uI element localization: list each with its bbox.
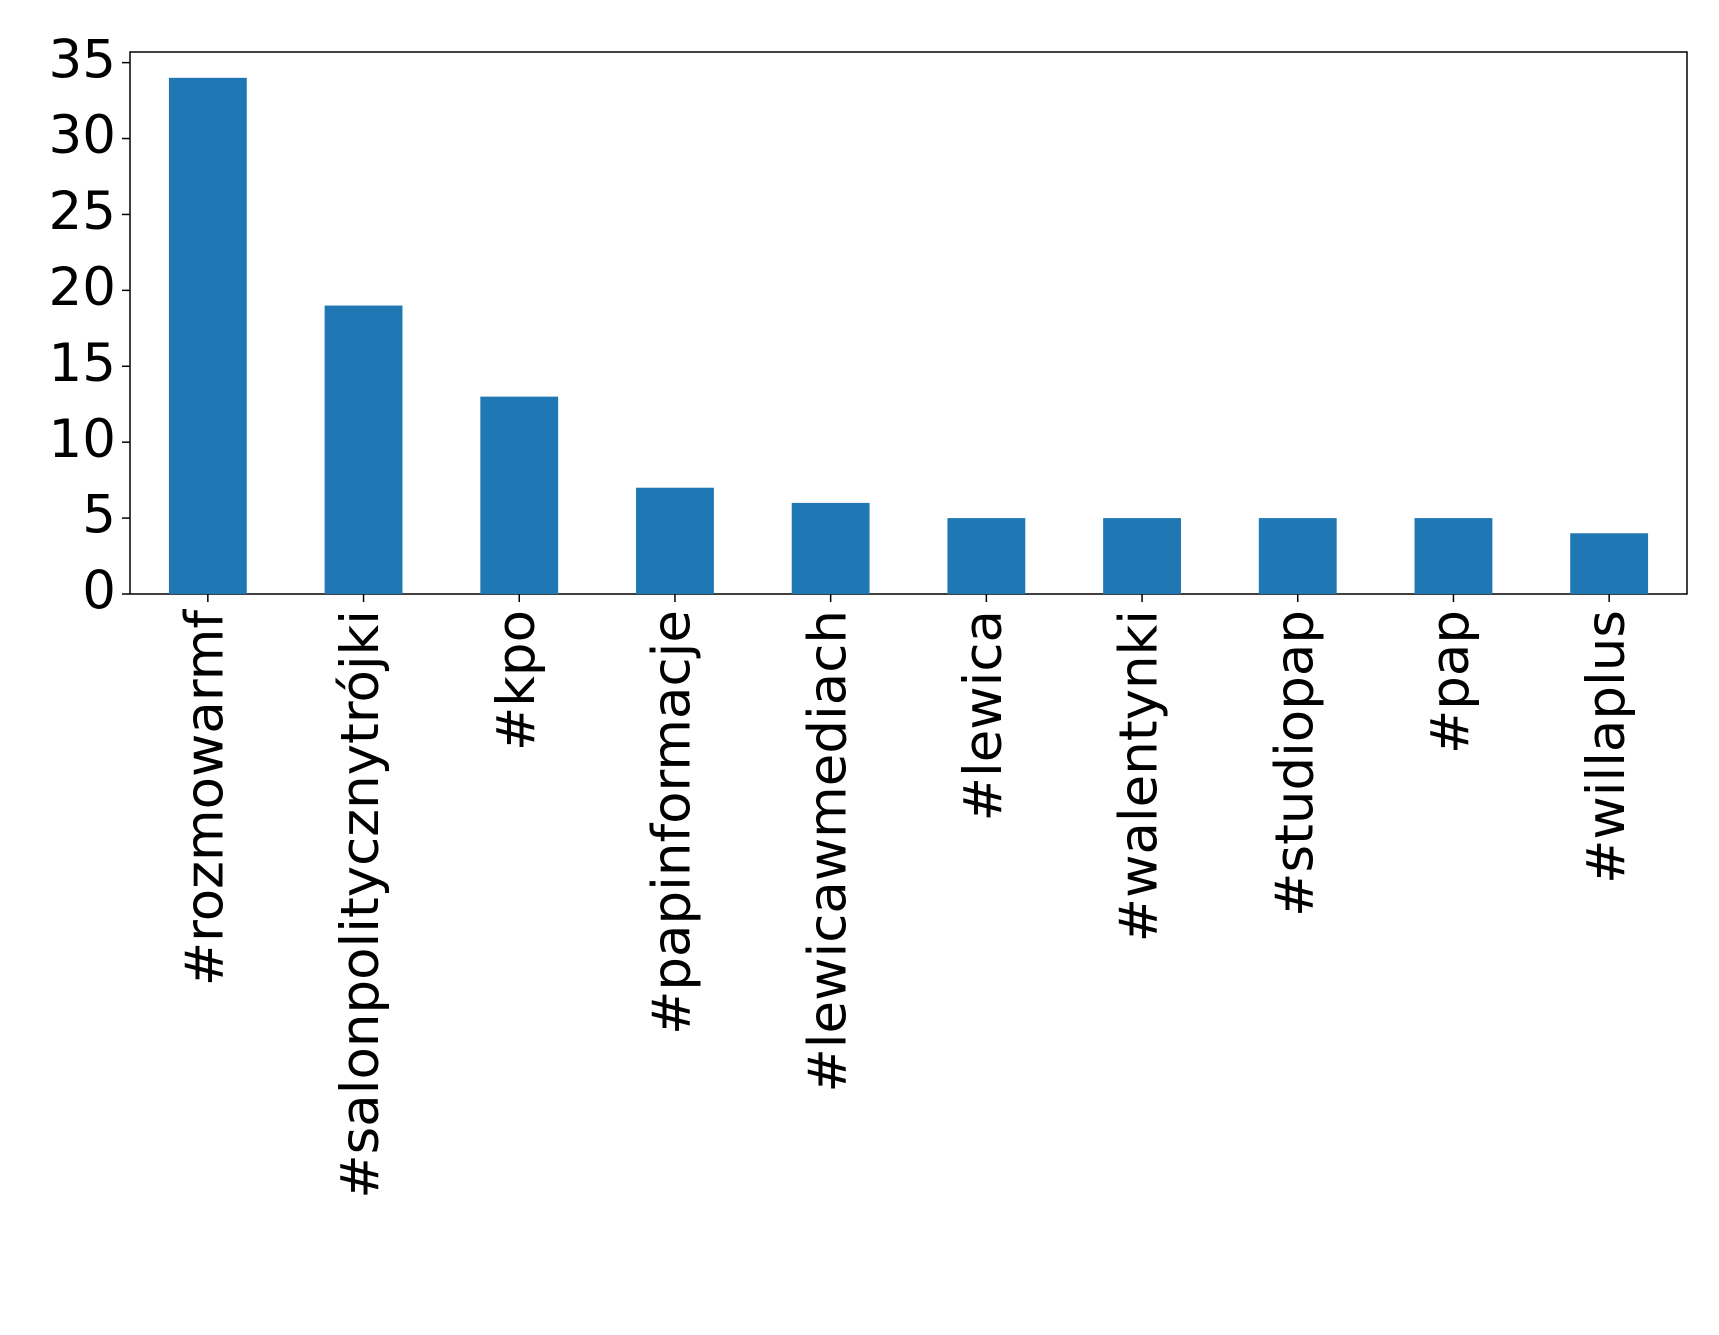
bar: [324, 305, 403, 594]
y-tick-label: 25: [49, 181, 116, 242]
x-tick-label: #lewica: [953, 610, 1014, 821]
bar: [1258, 518, 1337, 594]
y-tick-label: 10: [49, 409, 116, 470]
bar: [168, 77, 247, 595]
x-tick-label: #papinformacje: [642, 610, 703, 1035]
x-tick-label: #rozmowarmf: [174, 609, 235, 987]
x-tick-label: #studiopap: [1264, 610, 1325, 917]
y-tick-label: 35: [49, 29, 116, 90]
x-tick-label: #kpo: [486, 610, 547, 751]
bar: [480, 396, 559, 594]
y-tick-label: 5: [82, 485, 116, 546]
y-tick-label: 20: [49, 257, 116, 318]
bar: [1103, 518, 1181, 594]
bar: [791, 502, 870, 594]
bar: [1570, 533, 1649, 594]
x-tick-label: #willaplus: [1576, 610, 1637, 884]
plot-frame: [129, 51, 1688, 595]
bar: [947, 518, 1026, 594]
y-tick-label: 15: [49, 333, 116, 394]
y-tick-label: 30: [49, 105, 116, 166]
x-tick-label: #lewicawmediach: [797, 610, 858, 1093]
y-tick-label: 0: [82, 561, 116, 622]
bar: [1414, 518, 1493, 594]
x-tick-label: #pap: [1420, 610, 1481, 754]
x-tick-label: #salonpolitycznytrójki: [330, 610, 391, 1199]
bar: [636, 487, 714, 594]
x-tick-label: #walentynki: [1109, 610, 1170, 942]
